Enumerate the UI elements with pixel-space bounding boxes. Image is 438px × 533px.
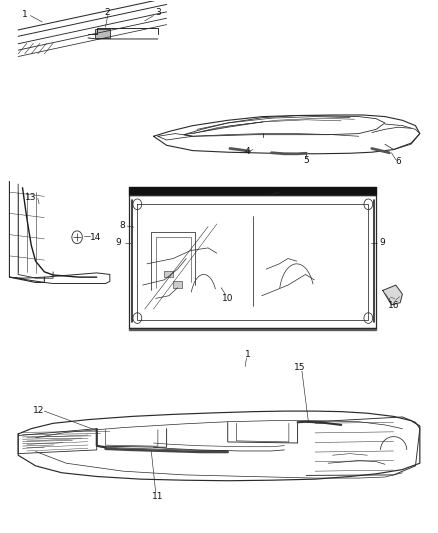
Bar	[164, 271, 173, 277]
Text: 14: 14	[90, 233, 102, 242]
Text: 12: 12	[33, 406, 45, 415]
Text: 1: 1	[22, 10, 28, 19]
Bar	[95, 29, 110, 38]
Text: 6: 6	[395, 157, 401, 166]
Text: 16: 16	[388, 301, 399, 310]
Text: 13: 13	[25, 193, 36, 202]
Bar	[173, 281, 182, 288]
Text: 15: 15	[294, 363, 306, 372]
Text: 1: 1	[244, 350, 250, 359]
Text: 10: 10	[222, 294, 233, 303]
Text: 9: 9	[116, 238, 121, 247]
Text: 2: 2	[105, 9, 110, 18]
Text: 8: 8	[119, 221, 125, 230]
Text: 7: 7	[282, 187, 287, 196]
Text: 4: 4	[244, 147, 250, 156]
Text: 11: 11	[152, 491, 164, 500]
Text: 9: 9	[380, 238, 385, 247]
Text: 3: 3	[155, 9, 161, 18]
Text: 5: 5	[304, 156, 309, 165]
Polygon shape	[383, 285, 403, 305]
